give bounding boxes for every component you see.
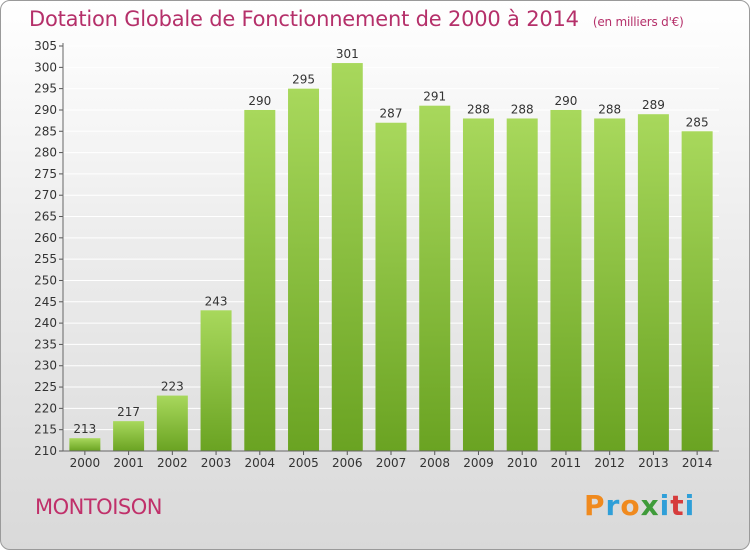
bar-value-label: 288 (511, 102, 534, 116)
title-unit: (en milliers d'€) (592, 15, 684, 29)
bar[interactable] (69, 438, 101, 451)
chart-title: Dotation Globale de Fonctionnement de 20… (29, 7, 684, 31)
y-tick-label: 235 (34, 337, 57, 351)
bar[interactable] (506, 118, 538, 451)
x-tick-label: 2011 (551, 456, 582, 470)
bar[interactable] (113, 421, 145, 451)
bar-value-label: 288 (467, 102, 490, 116)
logo-letter: x (640, 489, 660, 522)
x-tick-label: 2013 (638, 456, 669, 470)
bar[interactable] (550, 109, 582, 452)
y-tick-label: 255 (34, 252, 57, 266)
axes: 210 215 220 225 230 235 240 245 250 255 260 265 270 2… (34, 39, 719, 470)
y-tick-label: 305 (34, 39, 57, 53)
bar-value-label: 287 (380, 107, 403, 121)
logo-letter: r (605, 489, 621, 522)
bar-value-label: 301 (336, 47, 359, 61)
bar-value-label: 213 (73, 422, 96, 436)
y-tick-label: 275 (34, 167, 57, 181)
bar-value-label: 288 (598, 102, 621, 116)
x-tick-label: 2014 (682, 456, 713, 470)
bar[interactable] (419, 105, 451, 452)
y-tick-label: 250 (34, 273, 57, 287)
bar[interactable] (375, 122, 407, 451)
proxiti-logo[interactable]: Proxiti (584, 489, 695, 522)
y-tick-label: 240 (34, 316, 57, 330)
y-tick-label: 280 (34, 146, 57, 160)
commune-name: MONTOISON (35, 495, 162, 519)
y-tick-label: 245 (34, 295, 57, 309)
bar[interactable] (244, 109, 276, 452)
x-tick-label: 2007 (376, 456, 407, 470)
logo-letter: i (684, 489, 696, 522)
x-tick-label: 2001 (113, 456, 144, 470)
y-tick-label: 215 (34, 423, 57, 437)
y-tick-label: 295 (34, 82, 57, 96)
y-tick-label: 225 (34, 380, 57, 394)
x-tick-label: 2012 (594, 456, 625, 470)
logo-letter: o (620, 489, 641, 522)
x-tick-label: 2010 (507, 456, 538, 470)
y-tick-label: 265 (34, 210, 57, 224)
y-tick-label: 210 (34, 444, 57, 458)
bar[interactable] (462, 118, 494, 451)
y-tick-label: 220 (34, 401, 57, 415)
bar-value-label: 243 (205, 294, 228, 308)
y-tick-label: 290 (34, 103, 57, 117)
y-tick-label: 230 (34, 359, 57, 373)
bar-value-label: 289 (642, 98, 665, 112)
x-tick-label: 2002 (157, 456, 188, 470)
bar-value-label: 291 (423, 90, 446, 104)
bars: 213 217 223 243 290 295 301 287 291 288 288 290 288 2… (69, 47, 713, 452)
y-tick-label: 270 (34, 188, 57, 202)
y-tick-label: 300 (34, 60, 57, 74)
x-tick-label: 2003 (201, 456, 232, 470)
y-tick-label: 260 (34, 231, 57, 245)
y-tick-label: 285 (34, 124, 57, 138)
logo-letter: t (670, 489, 685, 522)
logo-letter: P (584, 489, 606, 522)
bar[interactable] (637, 114, 669, 452)
bar[interactable] (156, 395, 188, 451)
bar-value-label: 223 (161, 380, 184, 394)
bar[interactable] (331, 63, 363, 451)
bar[interactable] (594, 118, 626, 451)
x-tick-label: 2008 (419, 456, 450, 470)
bar-value-label: 290 (554, 94, 577, 108)
x-tick-label: 2009 (463, 456, 494, 470)
title-text: Dotation Globale de Fonctionnement de 20… (29, 7, 579, 31)
bar[interactable] (681, 131, 713, 451)
bar[interactable] (288, 88, 320, 451)
x-tick-label: 2005 (288, 456, 319, 470)
x-tick-label: 2004 (245, 456, 276, 470)
bar-value-label: 285 (686, 115, 709, 129)
bar-value-label: 290 (248, 94, 271, 108)
logo-letter: i (659, 489, 671, 522)
bar[interactable] (200, 310, 232, 451)
x-tick-label: 2000 (70, 456, 101, 470)
bar-value-label: 217 (117, 405, 140, 419)
bar-value-label: 295 (292, 73, 315, 87)
x-tick-label: 2006 (332, 456, 363, 470)
